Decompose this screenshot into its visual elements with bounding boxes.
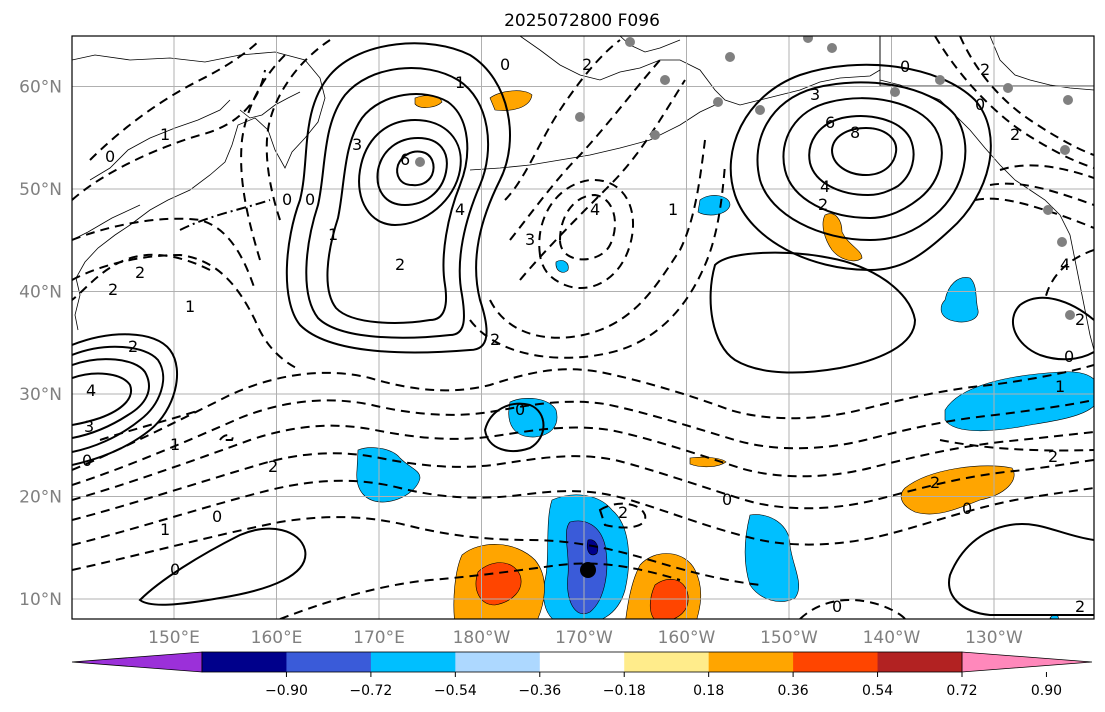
contour-label: 8	[850, 123, 860, 142]
contour-label: 1	[185, 297, 195, 316]
colorbar-extend-max	[961, 651, 1093, 673]
contour-label: 0	[282, 190, 292, 209]
colorbar-tick-label: 0.36	[778, 683, 809, 699]
contour-label: 0	[82, 451, 92, 470]
colorbar-segment	[624, 652, 710, 672]
lat-tick-label: 60°N	[19, 78, 62, 98]
lat-tick-label: 30°N	[19, 385, 62, 405]
contour-label: 0	[722, 490, 732, 509]
contour-label: 0	[975, 95, 985, 114]
contour-label: 2	[268, 457, 278, 476]
lon-tick-label: 170°W	[555, 628, 613, 648]
contour-label: 2	[108, 280, 118, 299]
contours	[72, 36, 1094, 619]
lat-tick-label: 20°N	[19, 488, 62, 508]
contour-label: 2	[395, 255, 405, 274]
contour-label: 0	[212, 507, 222, 526]
colorbar-segment	[793, 652, 879, 672]
colorbar-tick-label: 0.18	[693, 683, 724, 699]
contour-label: 3	[525, 230, 535, 249]
contour-label: 2	[135, 263, 145, 282]
colorbar-tick-label: −0.90	[265, 683, 308, 699]
colorbar-tick-label: −0.36	[518, 683, 561, 699]
contour-label: 2	[980, 60, 990, 79]
contour-label: 4	[820, 177, 830, 196]
contour-label: 2	[128, 337, 138, 356]
colorbar-segment	[455, 652, 541, 672]
colorbar: −0.90 −0.72 −0.54 −0.36 −0.18 0.18 0.36 0.54 0.7…	[71, 651, 1093, 699]
lat-tick-label: 50°N	[19, 180, 62, 200]
shaded-anomalies	[356, 90, 1094, 619]
colorbar-segment	[286, 652, 372, 672]
contour-label: 1	[668, 200, 678, 219]
contour-label: 6	[825, 113, 835, 132]
contour-label: 2	[1075, 310, 1085, 329]
contour-label: 2	[1048, 447, 1058, 466]
contour-label: 2	[1010, 125, 1020, 144]
longitude-labels: 150°E 160°E 170°E 180°W 170°W 160°W 150°W 140°W…	[148, 628, 1023, 648]
center-marker	[580, 562, 596, 578]
colorbar-frame	[201, 651, 963, 673]
contour-label: 6	[400, 150, 410, 169]
lon-tick-label: 180°W	[453, 628, 511, 648]
contour-label: 1	[1055, 377, 1065, 396]
colorbar-segment	[877, 652, 963, 672]
lon-tick-label: 150°W	[760, 628, 818, 648]
contour-label: 4	[455, 200, 465, 219]
contour-label: 1	[170, 435, 180, 454]
contour-label: 2	[582, 55, 592, 74]
contour-label: 1	[455, 73, 465, 92]
latitude-labels: 60°N 50°N 40°N 30°N 20°N 10°N	[19, 78, 62, 611]
contour-label: 0	[1064, 347, 1074, 366]
map-frame	[71, 35, 1095, 620]
station-markers	[415, 36, 1075, 320]
contour-label: 0	[832, 597, 842, 616]
contour-label: 0	[170, 560, 180, 579]
lon-tick-label: 140°W	[863, 628, 921, 648]
contour-label: 2	[1075, 597, 1085, 616]
contour-label: 1	[328, 225, 338, 244]
colorbar-extend-min	[71, 651, 203, 673]
contour-label: 1	[160, 125, 170, 144]
contour-label: 4	[590, 200, 600, 219]
colorbar-tick-label: 0.72	[946, 683, 977, 699]
contour-label: 2	[818, 195, 828, 214]
contour-label: 0	[105, 147, 115, 166]
contour-label: 2	[490, 330, 500, 349]
lat-lon-grid	[72, 36, 1094, 619]
contour-label: 2	[618, 503, 628, 522]
contour-label: 4	[1060, 255, 1070, 274]
lon-tick-label: 150°E	[148, 628, 200, 648]
colorbar-tick-label: −0.72	[349, 683, 392, 699]
contour-label: 0	[500, 55, 510, 74]
contour-label: 0	[305, 190, 315, 209]
colorbar-tick-label: −0.54	[434, 683, 477, 699]
lat-tick-label: 10°N	[19, 590, 62, 610]
contour-label: 0	[900, 57, 910, 76]
contour-label: 3	[352, 135, 362, 154]
plot-title: 2025072800 F096	[504, 11, 660, 31]
colorbar-tick-label: 0.54	[862, 683, 893, 699]
contour-labels: 6 3 4 2 1 0 0 1 0 8 6 3 4 2 0 4 3 1 2 1 …	[82, 55, 1085, 616]
contour-label: 1	[160, 520, 170, 539]
contour-label: 2	[930, 473, 940, 492]
lon-tick-label: 160°W	[658, 628, 716, 648]
contour-label: 0	[515, 400, 525, 419]
lon-tick-label: 170°E	[353, 628, 405, 648]
contour-label: 4	[86, 381, 96, 400]
map-panel: 6 3 4 2 1 0 0 1 0 8 6 3 4 2 0 4 3 1 2 1 …	[72, 36, 1094, 619]
colorbar-segment	[370, 652, 456, 672]
contour-label: 3	[810, 85, 820, 104]
contour-label: 0	[962, 499, 972, 518]
lon-tick-label: 160°E	[251, 628, 303, 648]
colorbar-segment	[708, 652, 794, 672]
colorbar-tick-label: −0.18	[603, 683, 646, 699]
lon-tick-label: 130°W	[965, 628, 1023, 648]
contour-label: 3	[84, 417, 94, 436]
colorbar-segment	[539, 652, 625, 672]
colorbar-tick-label: 0.90	[1031, 683, 1062, 699]
colorbar-segment	[202, 652, 287, 672]
lat-tick-label: 40°N	[19, 283, 62, 303]
